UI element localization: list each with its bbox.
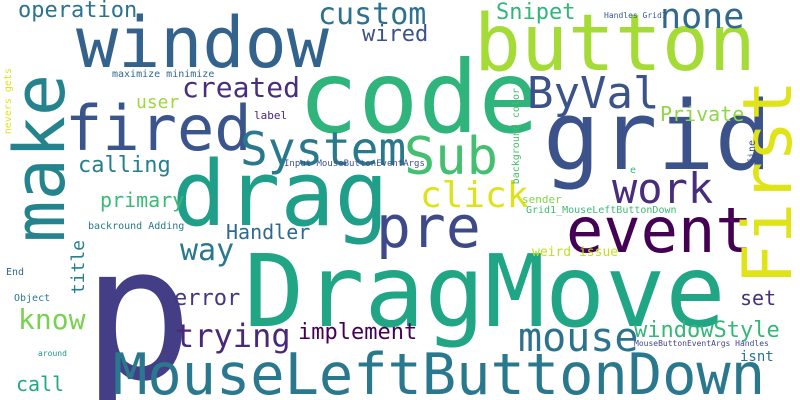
- cloud-word: Snipet: [496, 0, 576, 25]
- cloud-word: sender: [522, 193, 562, 206]
- cloud-word: Input MouseButtonEventArgs: [284, 159, 425, 169]
- cloud-word: isnt: [740, 349, 774, 365]
- cloud-word: background color: [511, 88, 522, 185]
- cloud-word: none: [660, 0, 745, 37]
- cloud-word: Handles Grid1: [604, 11, 667, 20]
- cloud-word: MouseLeftButtonDown: [113, 342, 766, 400]
- cloud-word: Sub: [404, 127, 498, 187]
- cloud-word: window: [76, 2, 329, 84]
- cloud-word: mouse: [518, 315, 639, 361]
- cloud-word: Private: [660, 102, 745, 126]
- cloud-word: user: [136, 92, 180, 113]
- cloud-word: drag: [172, 142, 389, 247]
- cloud-word: fine: [747, 140, 758, 165]
- cloud-word: e: [630, 165, 637, 176]
- cloud-word: around: [38, 349, 67, 358]
- cloud-word: work: [612, 164, 714, 213]
- cloud-word: ByVal: [527, 68, 660, 119]
- cloud-word: trying: [175, 317, 291, 355]
- cloud-word: error: [174, 286, 241, 311]
- cloud-word: click: [420, 175, 529, 216]
- cloud-word: fired: [65, 92, 252, 165]
- cloud-word: pre: [376, 193, 481, 261]
- cloud-word: Object: [14, 293, 51, 304]
- cloud-word: backround Adding: [88, 221, 185, 232]
- cloud-word: windowStyle: [634, 318, 780, 343]
- cloud-word: Handler: [226, 220, 311, 244]
- cloud-word: System: [240, 122, 407, 176]
- cloud-word: custom: [318, 0, 427, 32]
- cloud-word: p: [82, 206, 194, 400]
- cloud-word: way: [180, 233, 235, 268]
- cloud-word: grid: [543, 82, 772, 192]
- cloud-word: DragMove: [244, 233, 726, 350]
- cloud-word: know: [18, 303, 86, 336]
- cloud-word: operation: [18, 0, 138, 23]
- cloud-word: button: [474, 0, 756, 89]
- cloud-word: End: [6, 267, 25, 278]
- cloud-word: nevers gets: [3, 68, 14, 135]
- cloud-word: wired: [362, 22, 429, 47]
- cloud-word: label: [254, 109, 288, 122]
- cloud-word: MouseButtonEventArgs Handles: [634, 339, 769, 348]
- cloud-word: code: [298, 39, 539, 156]
- cloud-word: Grid1_MouseLeftButtonDown: [526, 205, 677, 216]
- cloud-word: implement: [298, 320, 418, 345]
- cloud-word: primary: [100, 188, 185, 212]
- cloud-word: First: [729, 80, 800, 285]
- cloud-word: maximize minimize: [112, 69, 215, 80]
- cloud-word: calling: [78, 153, 171, 178]
- cloud-word: call: [16, 372, 65, 396]
- cloud-word: created: [182, 71, 301, 104]
- cloud-word: weird issue: [532, 245, 619, 260]
- cloud-word: title: [68, 240, 89, 295]
- cloud-word: event: [566, 194, 753, 267]
- cloud-word: set: [740, 286, 777, 310]
